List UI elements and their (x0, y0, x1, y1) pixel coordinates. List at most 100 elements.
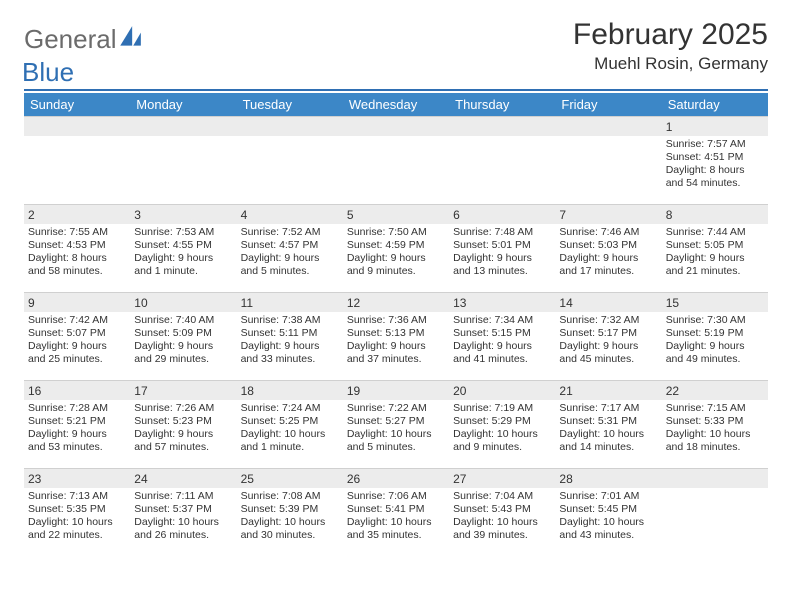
day-cell: 9Sunrise: 7:42 AMSunset: 5:07 PMDaylight… (24, 292, 130, 380)
day-sr: Sunrise: 7:40 AM (134, 314, 232, 327)
day-sr: Sunrise: 7:22 AM (347, 402, 445, 415)
day-dl: Daylight: 10 hours and 35 minutes. (347, 516, 445, 542)
day-body: Sunrise: 7:57 AMSunset: 4:51 PMDaylight:… (662, 136, 768, 195)
day-dl: Daylight: 8 hours and 58 minutes. (28, 252, 126, 278)
day-sr: Sunrise: 7:28 AM (28, 402, 126, 415)
day-dl: Daylight: 10 hours and 18 minutes. (666, 428, 764, 454)
day-ss: Sunset: 5:31 PM (559, 415, 657, 428)
day-ss: Sunset: 5:17 PM (559, 327, 657, 340)
day-dl: Daylight: 9 hours and 57 minutes. (134, 428, 232, 454)
day-body: Sunrise: 7:40 AMSunset: 5:09 PMDaylight:… (130, 312, 236, 371)
day-dl: Daylight: 9 hours and 13 minutes. (453, 252, 551, 278)
day-sr: Sunrise: 7:42 AM (28, 314, 126, 327)
day-cell (237, 116, 343, 204)
week-row: 23Sunrise: 7:13 AMSunset: 5:35 PMDayligh… (24, 468, 768, 556)
day-number: 5 (343, 205, 449, 224)
day-cell: 18Sunrise: 7:24 AMSunset: 5:25 PMDayligh… (237, 380, 343, 468)
day-ss: Sunset: 5:15 PM (453, 327, 551, 340)
week-row: 9Sunrise: 7:42 AMSunset: 5:07 PMDaylight… (24, 292, 768, 380)
day-cell (130, 116, 236, 204)
day-body: Sunrise: 7:42 AMSunset: 5:07 PMDaylight:… (24, 312, 130, 371)
day-cell: 20Sunrise: 7:19 AMSunset: 5:29 PMDayligh… (449, 380, 555, 468)
day-sr: Sunrise: 7:53 AM (134, 226, 232, 239)
day-number: 7 (555, 205, 661, 224)
day-sr: Sunrise: 7:32 AM (559, 314, 657, 327)
day-dl: Daylight: 9 hours and 37 minutes. (347, 340, 445, 366)
day-ss: Sunset: 4:51 PM (666, 151, 764, 164)
day-body: Sunrise: 7:55 AMSunset: 4:53 PMDaylight:… (24, 224, 130, 283)
day-ss: Sunset: 5:03 PM (559, 239, 657, 252)
day-cell: 5Sunrise: 7:50 AMSunset: 4:59 PMDaylight… (343, 204, 449, 292)
day-dl: Daylight: 9 hours and 49 minutes. (666, 340, 764, 366)
day-sr: Sunrise: 7:57 AM (666, 138, 764, 151)
day-ss: Sunset: 4:53 PM (28, 239, 126, 252)
day-ss: Sunset: 5:23 PM (134, 415, 232, 428)
day-sr: Sunrise: 7:13 AM (28, 490, 126, 503)
day-dl: Daylight: 10 hours and 39 minutes. (453, 516, 551, 542)
week-row: 2Sunrise: 7:55 AMSunset: 4:53 PMDaylight… (24, 204, 768, 292)
day-dl: Daylight: 9 hours and 9 minutes. (347, 252, 445, 278)
day-body: Sunrise: 7:38 AMSunset: 5:11 PMDaylight:… (237, 312, 343, 371)
day-sr: Sunrise: 7:30 AM (666, 314, 764, 327)
header: General Blue February 2025 Muehl Rosin, … (24, 18, 768, 79)
day-body: Sunrise: 7:24 AMSunset: 5:25 PMDaylight:… (237, 400, 343, 459)
day-number: 14 (555, 293, 661, 312)
day-ss: Sunset: 5:41 PM (347, 503, 445, 516)
day-ss: Sunset: 5:43 PM (453, 503, 551, 516)
day-body: Sunrise: 7:50 AMSunset: 4:59 PMDaylight:… (343, 224, 449, 283)
day-sr: Sunrise: 7:36 AM (347, 314, 445, 327)
day-dl: Daylight: 9 hours and 25 minutes. (28, 340, 126, 366)
day-number: 26 (343, 469, 449, 488)
day-body: Sunrise: 7:06 AMSunset: 5:41 PMDaylight:… (343, 488, 449, 547)
day-sr: Sunrise: 7:01 AM (559, 490, 657, 503)
day-sr: Sunrise: 7:55 AM (28, 226, 126, 239)
weekday-friday: Friday (555, 93, 661, 116)
day-sr: Sunrise: 7:34 AM (453, 314, 551, 327)
day-number: 1 (662, 117, 768, 136)
weekday-thursday: Thursday (449, 93, 555, 116)
day-sr: Sunrise: 7:08 AM (241, 490, 339, 503)
day-ss: Sunset: 4:57 PM (241, 239, 339, 252)
day-sr: Sunrise: 7:19 AM (453, 402, 551, 415)
day-number: 24 (130, 469, 236, 488)
day-cell: 21Sunrise: 7:17 AMSunset: 5:31 PMDayligh… (555, 380, 661, 468)
day-dl: Daylight: 10 hours and 14 minutes. (559, 428, 657, 454)
day-cell: 12Sunrise: 7:36 AMSunset: 5:13 PMDayligh… (343, 292, 449, 380)
day-dl: Daylight: 9 hours and 53 minutes. (28, 428, 126, 454)
day-sr: Sunrise: 7:24 AM (241, 402, 339, 415)
day-dl: Daylight: 9 hours and 33 minutes. (241, 340, 339, 366)
day-body: Sunrise: 7:28 AMSunset: 5:21 PMDaylight:… (24, 400, 130, 459)
weekday-saturday: Saturday (662, 93, 768, 116)
day-dl: Daylight: 10 hours and 5 minutes. (347, 428, 445, 454)
day-ss: Sunset: 5:09 PM (134, 327, 232, 340)
day-ss: Sunset: 5:05 PM (666, 239, 764, 252)
day-number: 13 (449, 293, 555, 312)
day-body: Sunrise: 7:17 AMSunset: 5:31 PMDaylight:… (555, 400, 661, 459)
day-cell: 16Sunrise: 7:28 AMSunset: 5:21 PMDayligh… (24, 380, 130, 468)
day-cell: 19Sunrise: 7:22 AMSunset: 5:27 PMDayligh… (343, 380, 449, 468)
day-body: Sunrise: 7:08 AMSunset: 5:39 PMDaylight:… (237, 488, 343, 547)
day-number: 2 (24, 205, 130, 224)
day-dl: Daylight: 10 hours and 30 minutes. (241, 516, 339, 542)
day-cell: 13Sunrise: 7:34 AMSunset: 5:15 PMDayligh… (449, 292, 555, 380)
location: Muehl Rosin, Germany (573, 54, 768, 74)
day-cell: 11Sunrise: 7:38 AMSunset: 5:11 PMDayligh… (237, 292, 343, 380)
header-rule (24, 89, 768, 91)
day-sr: Sunrise: 7:50 AM (347, 226, 445, 239)
day-number: 19 (343, 381, 449, 400)
day-body: Sunrise: 7:53 AMSunset: 4:55 PMDaylight:… (130, 224, 236, 283)
day-dl: Daylight: 10 hours and 1 minute. (241, 428, 339, 454)
week-row: 16Sunrise: 7:28 AMSunset: 5:21 PMDayligh… (24, 380, 768, 468)
day-cell: 23Sunrise: 7:13 AMSunset: 5:35 PMDayligh… (24, 468, 130, 556)
day-number: 18 (237, 381, 343, 400)
day-cell: 7Sunrise: 7:46 AMSunset: 5:03 PMDaylight… (555, 204, 661, 292)
day-cell: 24Sunrise: 7:11 AMSunset: 5:37 PMDayligh… (130, 468, 236, 556)
day-sr: Sunrise: 7:44 AM (666, 226, 764, 239)
weekday-tuesday: Tuesday (237, 93, 343, 116)
day-sr: Sunrise: 7:06 AM (347, 490, 445, 503)
day-body: Sunrise: 7:34 AMSunset: 5:15 PMDaylight:… (449, 312, 555, 371)
day-sr: Sunrise: 7:48 AM (453, 226, 551, 239)
day-body: Sunrise: 7:19 AMSunset: 5:29 PMDaylight:… (449, 400, 555, 459)
day-dl: Daylight: 10 hours and 9 minutes. (453, 428, 551, 454)
day-cell: 28Sunrise: 7:01 AMSunset: 5:45 PMDayligh… (555, 468, 661, 556)
